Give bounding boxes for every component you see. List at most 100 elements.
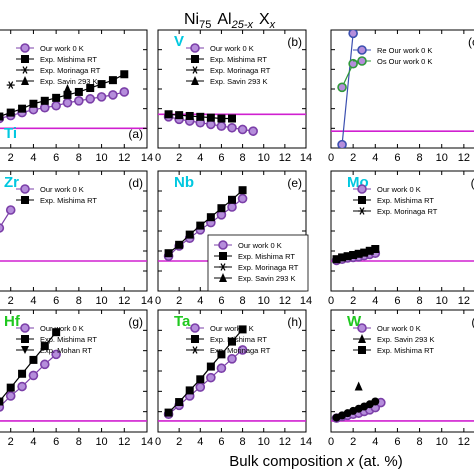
legend-label: Exp. Mishima RT	[40, 196, 97, 205]
legend-marker	[20, 323, 30, 333]
legend-marker	[191, 335, 199, 343]
x-tick-label: 4	[30, 152, 36, 164]
panel-e: 0 2 4 6 8 10 12 14 Nb (e) Our work 0 K Exp. Mishima…	[155, 170, 312, 307]
legend-label: Exp. Mishima RT	[40, 335, 97, 344]
x-tick-label: 14	[141, 152, 153, 164]
legend-marker	[191, 76, 199, 85]
legend-marker	[219, 252, 227, 260]
legend-marker	[21, 196, 29, 204]
x-tick-label: 10	[258, 152, 270, 164]
data-point	[354, 249, 363, 258]
data-point	[196, 112, 205, 121]
x-tick-label: 8	[76, 295, 82, 307]
data-point	[18, 104, 27, 113]
data-point	[196, 375, 205, 384]
data-point	[74, 96, 84, 106]
data-point	[337, 139, 347, 148]
data-point	[29, 99, 38, 108]
x-tick-label: 6	[218, 436, 224, 448]
title-x-sub: x	[269, 19, 276, 31]
x-tick-label: 8	[240, 295, 246, 307]
x-tick-label: 2	[350, 152, 356, 164]
panel-b: 0 2 4 6 8 10 12 14 V (b) Our work 0 K Exp. Mishima …	[155, 29, 312, 164]
x-tick-label: 6	[218, 152, 224, 164]
x-tick-label: 10	[95, 152, 107, 164]
legend-label: Our work 0 K	[40, 324, 84, 333]
x-tick-label: 4	[372, 152, 378, 164]
panel-letter: (b)	[287, 35, 302, 49]
data-point	[0, 223, 5, 233]
legend-marker-stroke	[22, 66, 28, 74]
x-tick-label: 6	[394, 295, 400, 307]
panel-letter: (c)	[468, 35, 474, 49]
legend-marker	[357, 56, 367, 66]
data-point	[248, 126, 258, 136]
series-group	[331, 245, 381, 266]
data-point	[206, 113, 215, 122]
data-point	[216, 121, 227, 131]
panel-d: 2 4 6 8 10 12 14 Zr (d) Our work 0 K Exp. Mishima …	[0, 170, 153, 307]
legend-label: Exp. Mishima RT	[210, 335, 267, 344]
data-point	[39, 359, 50, 370]
data-point	[185, 230, 194, 239]
x-tick-label: 12	[458, 152, 470, 164]
data-point	[371, 397, 380, 406]
panel-letter: (d)	[128, 176, 143, 190]
data-point	[62, 97, 73, 108]
legend-label: Our work 0 K	[210, 324, 254, 333]
legend-marker	[218, 240, 228, 250]
legend-label: Exp. Morinaga RT	[210, 66, 271, 75]
data-point	[206, 372, 216, 383]
panel-letter: (f)	[471, 176, 474, 190]
element-label: Hf	[4, 313, 21, 330]
data-point	[28, 370, 39, 381]
data-point	[97, 80, 106, 89]
data-point	[237, 124, 248, 135]
x-tick-label: 12	[279, 436, 291, 448]
data-point	[164, 249, 173, 258]
data-point	[29, 355, 38, 364]
legend-label: Os Our work 0 K	[377, 57, 432, 66]
title-ni-sub: 75	[199, 19, 211, 31]
legend-marker	[357, 184, 367, 194]
x-tick-label: 2	[176, 436, 182, 448]
data-point	[185, 111, 194, 120]
x-tick-label: 10	[436, 436, 448, 448]
legend-marker	[21, 66, 29, 74]
legend-marker	[358, 196, 366, 204]
data-point	[120, 70, 129, 79]
data-point	[52, 93, 61, 102]
data-point	[237, 345, 248, 355]
data-point	[164, 110, 173, 119]
legend-marker	[191, 346, 199, 354]
data-point	[0, 397, 4, 406]
data-point	[228, 337, 236, 346]
legend-label: Our work 0 K	[40, 44, 84, 53]
legend-label: Exp. Mishima RT	[238, 252, 295, 261]
data-point	[52, 328, 61, 337]
x-tick-label: 14	[141, 295, 153, 307]
data-point	[338, 253, 347, 262]
x-tick-label: 4	[197, 436, 203, 448]
data-point	[360, 248, 369, 257]
x-tick-label: 6	[218, 295, 224, 307]
panel-c: 0 2 4 6 8 10 12 (c) Re Our work 0 K Os Our work 0…	[328, 29, 474, 164]
data-point	[228, 114, 236, 123]
x-tick-label: 6	[53, 436, 59, 448]
x-tick-label: 8	[417, 436, 423, 448]
data-point	[354, 381, 363, 391]
data-point	[337, 82, 347, 93]
x-tick-label: 0	[328, 295, 334, 307]
data-point	[227, 202, 237, 212]
data-point	[216, 363, 227, 374]
series-group	[163, 110, 258, 136]
x-tick-label: 14	[300, 152, 312, 164]
legend-marker	[358, 334, 366, 343]
data-point	[40, 342, 49, 351]
x-tick-label: 12	[279, 152, 291, 164]
legend-marker	[20, 43, 30, 53]
x-tick-label: 14	[141, 436, 153, 448]
series-group	[163, 186, 248, 262]
data-point	[51, 100, 61, 111]
